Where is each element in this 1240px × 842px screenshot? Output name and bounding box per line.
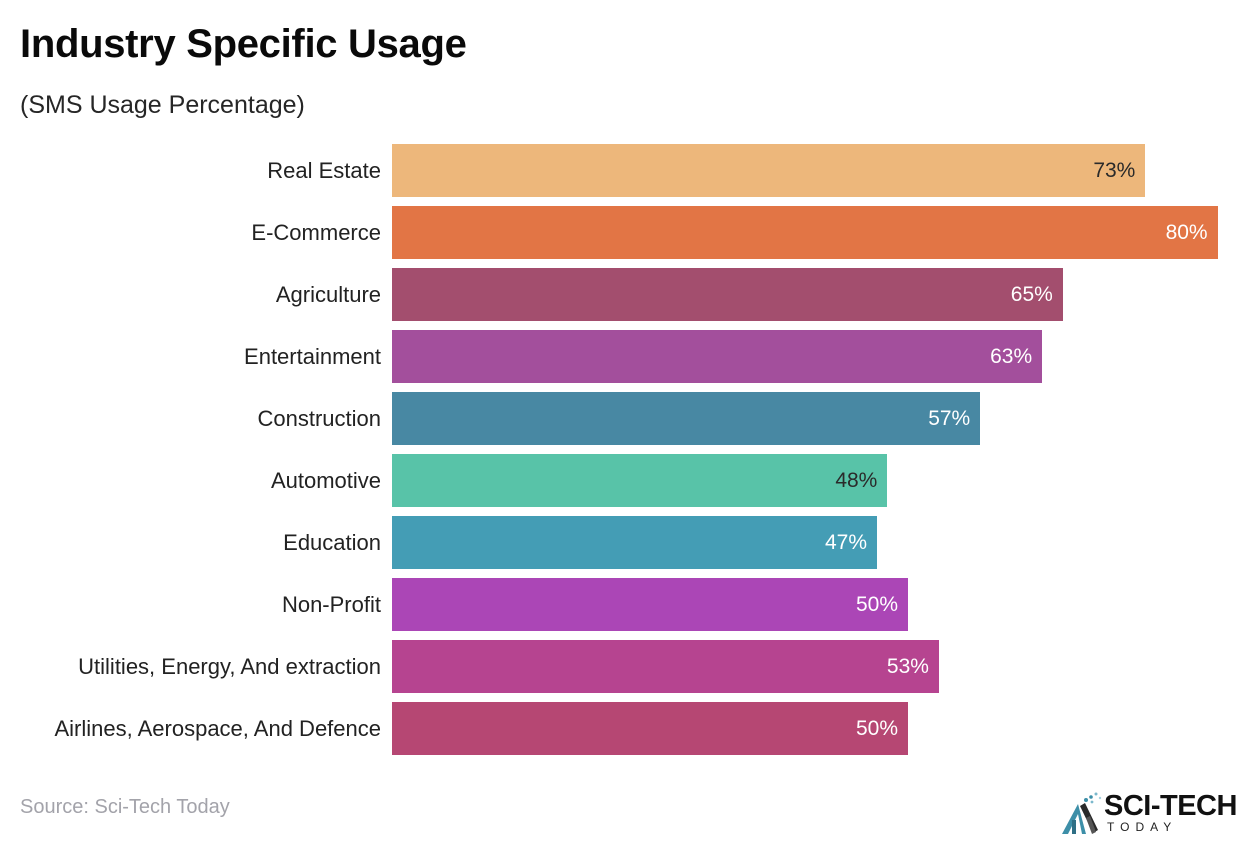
category-label: Entertainment: [244, 344, 381, 369]
bar: 50%: [392, 702, 908, 755]
bar-row: Utilities, Energy, And extraction 53%: [0, 640, 1240, 693]
category-label: Non-Profit: [281, 592, 381, 617]
category-label: Automotive: [270, 468, 381, 493]
bar: 65%: [392, 268, 1063, 321]
chart-subtitle: (SMS Usage Percentage): [20, 91, 305, 119]
bar-value-label: 57%: [928, 407, 971, 430]
bar: 48%: [392, 454, 888, 507]
bar: 80%: [392, 206, 1218, 259]
bar-value-label: 65%: [1010, 283, 1053, 306]
bar-row: Automotive 48%: [0, 454, 1240, 507]
bar-row: E-Commerce 80%: [0, 206, 1240, 259]
bar-value-label: 73%: [1093, 159, 1136, 182]
bar-row: Construction 57%: [0, 392, 1240, 445]
bar-value-label: 53%: [886, 655, 929, 678]
bar-row: Entertainment 63%: [0, 330, 1240, 383]
bar-value-label: 80%: [1165, 221, 1208, 244]
logo-tagline: TODAY: [1107, 820, 1178, 834]
bar: 50%: [392, 578, 908, 631]
bar-row: Real Estate 73%: [0, 144, 1240, 197]
source-note: Source: Sci-Tech Today: [20, 796, 230, 818]
bar-value-label: 50%: [855, 717, 898, 740]
bar-row: Agriculture 65%: [0, 268, 1240, 321]
bar: 47%: [392, 516, 878, 569]
bar: 73%: [392, 144, 1146, 197]
bar-chart: Real Estate 73% E-Commerce 80% Agriculture 65…: [0, 144, 1240, 764]
category-label: E-Commerce: [251, 220, 381, 245]
bar-value-label: 48%: [835, 469, 878, 492]
category-label: Real Estate: [267, 158, 381, 183]
sci-tech-logo-icon: [1062, 792, 1102, 834]
category-label: Agriculture: [275, 282, 381, 307]
category-label: Construction: [257, 406, 381, 431]
chart-title: Industry Specific Usage: [20, 22, 467, 66]
logo-wordmark: SCI-TECH: [1104, 790, 1237, 822]
category-label: Utilities, Energy, And extraction: [78, 654, 381, 679]
category-label: Education: [283, 530, 381, 555]
category-label: Airlines, Aerospace, And Defence: [54, 716, 381, 741]
sci-tech-today-logo: SCI-TECH TODAY: [1058, 790, 1238, 836]
bar: 53%: [392, 640, 939, 693]
bar-value-label: 63%: [990, 345, 1033, 368]
bar-value-label: 50%: [855, 593, 898, 616]
bar-row: Airlines, Aerospace, And Defence 50%: [0, 702, 1240, 755]
bar: 57%: [392, 392, 981, 445]
bar-row: Non-Profit 50%: [0, 578, 1240, 631]
bar-value-label: 47%: [825, 531, 868, 554]
bar-row: Education 47%: [0, 516, 1240, 569]
bar: 63%: [392, 330, 1043, 383]
